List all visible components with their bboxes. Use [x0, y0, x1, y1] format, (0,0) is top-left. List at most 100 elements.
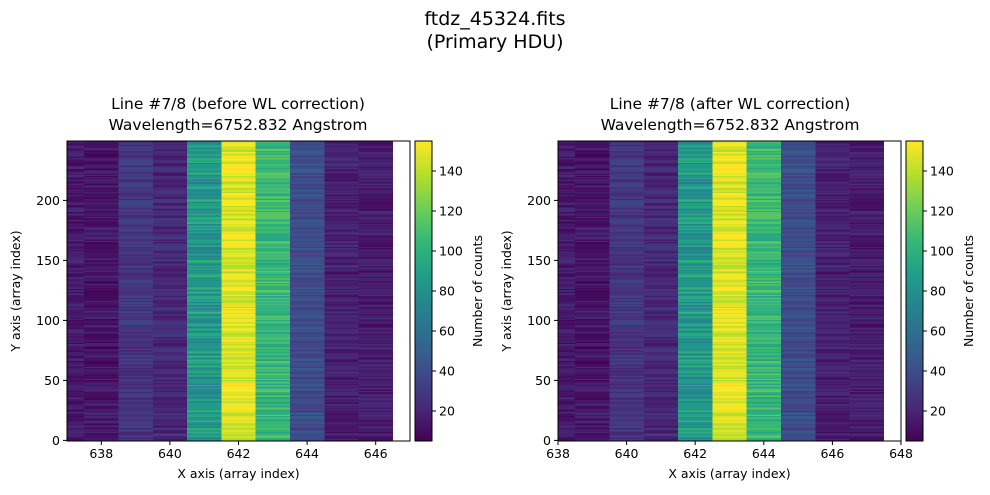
- heatmap-cell: [187, 383, 222, 385]
- heatmap-cell: [84, 303, 119, 305]
- heatmap-cell: [118, 403, 154, 406]
- heatmap-cell: [255, 264, 291, 267]
- heatmap-cell: [643, 317, 679, 319]
- heatmap-cell: [358, 301, 394, 304]
- heatmap-cell: [678, 396, 713, 399]
- heatmap-cell: [746, 220, 782, 222]
- heatmap-cell: [643, 222, 679, 225]
- heatmap-cell: [289, 150, 325, 153]
- heatmap-cell: [84, 330, 119, 333]
- heatmap-cell: [558, 293, 576, 295]
- heatmap-cell: [815, 411, 850, 413]
- heatmap-cell: [255, 427, 291, 430]
- heatmap-cell: [815, 151, 850, 154]
- heatmap-cell: [324, 210, 359, 213]
- heatmap-cell: [118, 361, 154, 364]
- heatmap-cell: [152, 379, 188, 382]
- heatmap-cell: [67, 405, 85, 407]
- heatmap-cell: [289, 345, 325, 347]
- heatmap-cell: [678, 264, 713, 267]
- heatmap-cell: [221, 239, 256, 241]
- heatmap-cell: [358, 177, 394, 179]
- heatmap-cell: [255, 197, 291, 199]
- heatmap-cell: [712, 295, 747, 298]
- heatmap-cell: [849, 385, 885, 388]
- heatmap-cell: [558, 281, 576, 283]
- heatmap-cell: [221, 413, 256, 415]
- heatmap-cell: [118, 382, 154, 384]
- heatmap-cell: [746, 347, 782, 349]
- heatmap-cell: [187, 159, 222, 161]
- colorbar-swatch: [415, 291, 432, 294]
- heatmap-cell: [358, 197, 394, 199]
- heatmap-cell: [84, 342, 119, 345]
- heatmap-cell: [712, 153, 747, 155]
- heatmap-cell: [289, 166, 325, 168]
- heatmap-cell: [712, 229, 747, 232]
- heatmap-cell: [84, 334, 119, 336]
- heatmap-cell: [84, 228, 119, 231]
- heatmap-cell: [187, 325, 222, 328]
- heatmap-cell: [221, 231, 256, 233]
- heatmap-cell: [609, 335, 645, 337]
- heatmap-cell: [678, 317, 713, 319]
- heatmap-cell: [152, 219, 188, 221]
- heatmap-cell: [746, 299, 782, 301]
- heatmap-cell: [118, 311, 154, 313]
- heatmap-cell: [558, 334, 576, 336]
- heatmap-cell: [712, 228, 747, 231]
- heatmap-cell: [609, 391, 645, 394]
- heatmap-cell: [558, 352, 576, 354]
- heatmap-cell: [118, 233, 154, 235]
- heatmap-cell: [324, 370, 359, 372]
- heatmap-cell: [780, 157, 816, 160]
- heatmap-cell: [358, 199, 394, 202]
- heatmap-cell: [609, 268, 645, 270]
- heatmap-cell: [255, 292, 291, 294]
- colorbar-swatch: [415, 383, 432, 386]
- heatmap-cell: [815, 319, 850, 322]
- colorbar-swatch: [415, 315, 432, 318]
- heatmap-cell: [118, 262, 154, 264]
- colorbar-swatch: [415, 237, 432, 240]
- heatmap-cell: [221, 411, 256, 413]
- heatmap-cell: [289, 429, 325, 431]
- heatmap-cell: [358, 257, 394, 259]
- heatmap-cell: [152, 257, 188, 259]
- heatmap-cell: [67, 337, 85, 340]
- colorbar-swatch: [415, 165, 432, 168]
- heatmap-cell: [678, 385, 713, 388]
- heatmap-cell: [609, 423, 645, 425]
- heatmap-cell: [780, 321, 816, 323]
- colorbar-swatch: [415, 417, 432, 420]
- heatmap-cell: [643, 241, 679, 244]
- heatmap-cell: [746, 201, 782, 203]
- heatmap-cell: [152, 415, 188, 418]
- heatmap-cell: [609, 251, 645, 253]
- heatmap-cell: [643, 171, 679, 173]
- heatmap-cell: [187, 373, 222, 376]
- heatmap-cell: [558, 245, 576, 247]
- heatmap-cell: [358, 345, 394, 347]
- heatmap-cell: [609, 322, 645, 324]
- heatmap-cell: [849, 417, 885, 419]
- heatmap-cell: [152, 293, 188, 295]
- heatmap-cell: [358, 418, 394, 420]
- colorbar-swatch: [415, 351, 432, 354]
- heatmap-cell: [815, 231, 850, 233]
- heatmap-cell: [746, 250, 782, 252]
- heatmap-cell: [678, 161, 713, 163]
- heatmap-cell: [84, 407, 119, 409]
- heatmap-cell: [67, 331, 85, 334]
- heatmap-cell: [118, 246, 154, 249]
- heatmap-cell: [289, 274, 325, 276]
- heatmap-cell: [84, 270, 119, 273]
- heatmap-cell: [746, 399, 782, 401]
- heatmap-cell: [187, 384, 222, 387]
- heatmap-cell: [780, 205, 816, 208]
- heatmap-cell: [84, 295, 119, 298]
- heatmap-cell: [289, 175, 325, 178]
- colorbar-swatch: [415, 227, 432, 230]
- heatmap-cell: [558, 210, 576, 213]
- heatmap-cell: [324, 231, 359, 233]
